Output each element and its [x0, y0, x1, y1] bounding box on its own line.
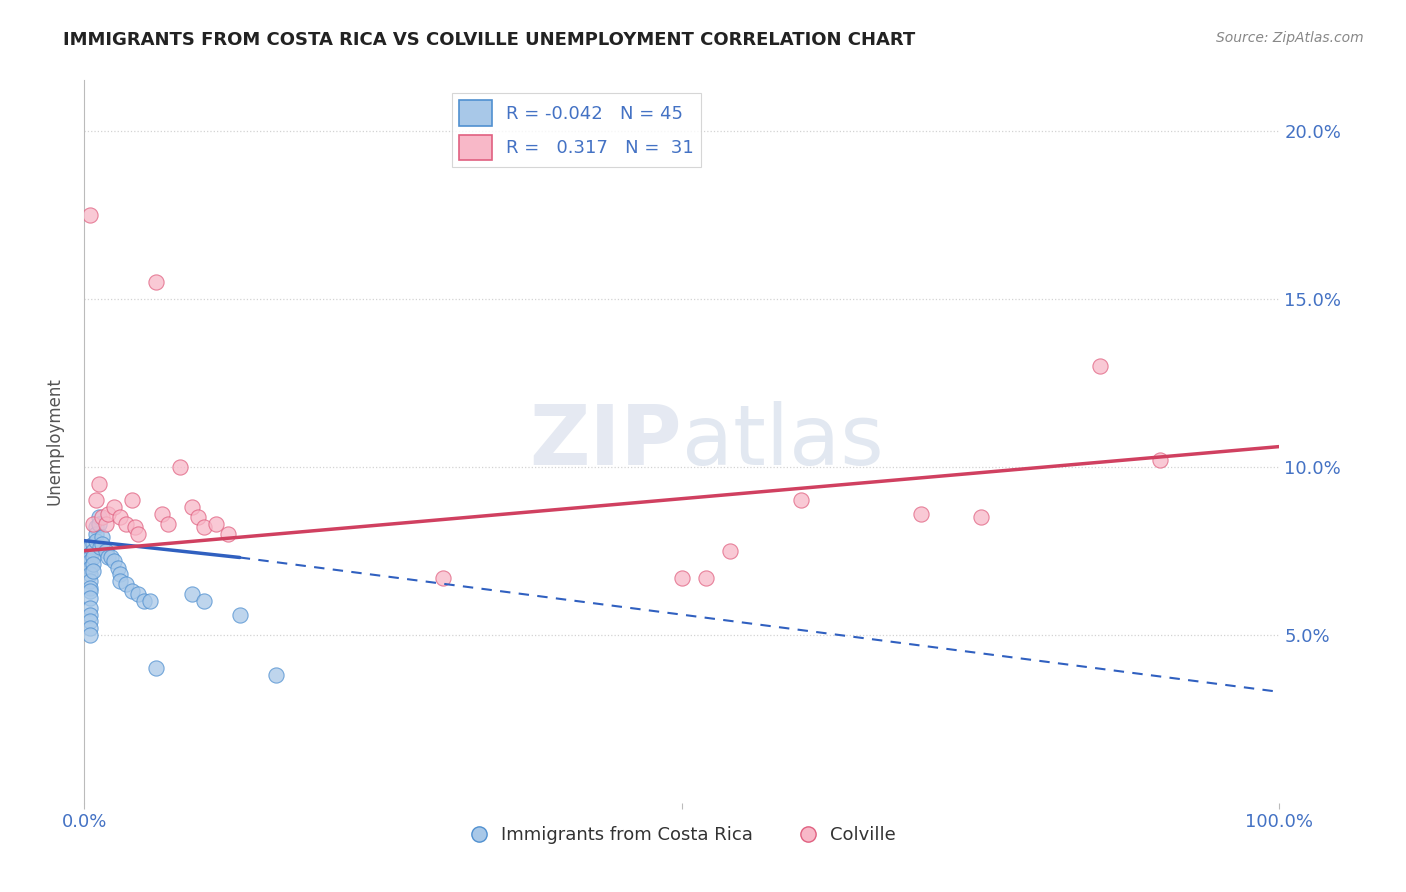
Point — [103, 554, 125, 568]
Point — [79, 581, 101, 595]
Text: atlas: atlas — [682, 401, 883, 482]
Point — [79, 600, 101, 615]
Point — [432, 571, 454, 585]
Point — [115, 577, 138, 591]
Point — [103, 500, 125, 514]
Point — [910, 507, 932, 521]
Point — [790, 493, 813, 508]
Point — [695, 571, 717, 585]
Point — [145, 661, 167, 675]
Point — [86, 533, 108, 548]
Point — [217, 527, 239, 541]
Text: Source: ZipAtlas.com: Source: ZipAtlas.com — [1216, 31, 1364, 45]
Point — [79, 560, 101, 574]
Point — [107, 560, 129, 574]
Point — [127, 527, 149, 541]
Legend: Immigrants from Costa Rica, Colville: Immigrants from Costa Rica, Colville — [461, 819, 903, 852]
Point — [82, 537, 104, 551]
Point — [187, 510, 209, 524]
Point — [970, 510, 993, 524]
Point — [82, 516, 104, 531]
Point — [100, 550, 122, 565]
Text: IMMIGRANTS FROM COSTA RICA VS COLVILLE UNEMPLOYMENT CORRELATION CHART: IMMIGRANTS FROM COSTA RICA VS COLVILLE U… — [63, 31, 915, 49]
Point — [97, 507, 120, 521]
Point — [139, 594, 162, 608]
Point — [115, 516, 138, 531]
Point — [91, 537, 114, 551]
Point — [110, 574, 132, 588]
Point — [94, 543, 117, 558]
Point — [1149, 453, 1171, 467]
Point — [157, 516, 180, 531]
Point — [671, 571, 693, 585]
Point — [79, 615, 101, 629]
Point — [193, 520, 215, 534]
Point — [91, 510, 114, 524]
Point — [87, 516, 110, 531]
Point — [79, 547, 101, 561]
Point — [79, 591, 101, 605]
Point — [79, 584, 101, 599]
Point — [264, 668, 287, 682]
Point — [205, 516, 228, 531]
Point — [82, 543, 104, 558]
Point — [79, 574, 101, 588]
Point — [79, 621, 101, 635]
Point — [193, 594, 215, 608]
Point — [87, 510, 110, 524]
Point — [229, 607, 252, 622]
Point — [181, 587, 204, 601]
Point — [82, 558, 104, 572]
Point — [145, 275, 167, 289]
Y-axis label: Unemployment: Unemployment — [45, 377, 63, 506]
Text: ZIP: ZIP — [530, 401, 682, 482]
Point — [86, 527, 108, 541]
Point — [127, 587, 149, 601]
Point — [97, 550, 120, 565]
Point — [132, 594, 156, 608]
Point — [79, 550, 101, 565]
Point — [82, 564, 104, 578]
Point — [169, 459, 191, 474]
Point — [1090, 359, 1112, 373]
Point — [150, 507, 173, 521]
Point — [718, 543, 741, 558]
Point — [86, 493, 108, 508]
Point — [91, 530, 114, 544]
Point — [82, 550, 104, 565]
Point — [94, 516, 117, 531]
Point — [79, 628, 101, 642]
Point — [79, 607, 101, 622]
Point — [121, 584, 143, 599]
Point — [79, 567, 101, 582]
Point — [110, 567, 132, 582]
Point — [86, 520, 108, 534]
Point — [79, 541, 101, 555]
Point — [79, 554, 101, 568]
Point — [124, 520, 146, 534]
Point — [121, 493, 143, 508]
Point — [87, 476, 110, 491]
Point — [181, 500, 204, 514]
Point — [89, 541, 111, 555]
Point — [79, 208, 101, 222]
Point — [110, 510, 132, 524]
